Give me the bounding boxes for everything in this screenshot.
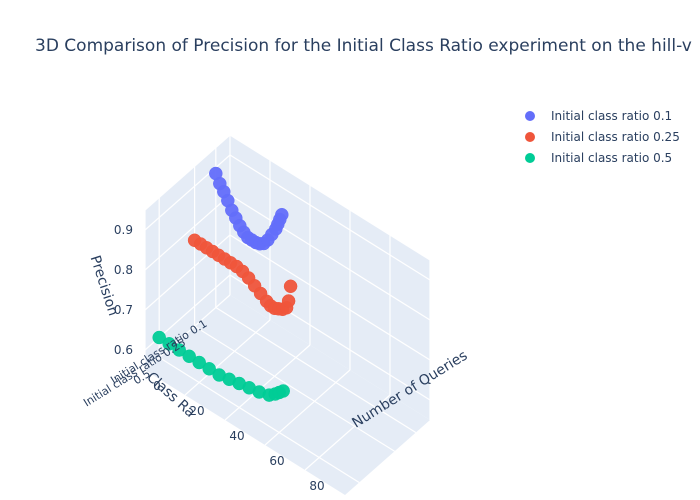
data-point xyxy=(182,349,196,364)
data-point xyxy=(283,279,298,294)
x-tick-label: 40 xyxy=(229,429,244,443)
legend-marker xyxy=(525,111,535,121)
gridline-z-right xyxy=(229,234,431,361)
gridline-y-floor xyxy=(194,325,395,452)
x-tick-label: 60 xyxy=(269,454,284,468)
gridline-z-right xyxy=(229,154,431,281)
legend-label: Initial class ratio 0.1 xyxy=(551,109,672,123)
box-edge xyxy=(144,134,231,211)
right-wall xyxy=(230,135,430,420)
legend-marker xyxy=(525,153,535,163)
data-points xyxy=(152,166,298,402)
data-point xyxy=(202,362,216,376)
data-point xyxy=(192,355,206,370)
box-edge xyxy=(229,134,431,261)
gridline-y-floor xyxy=(215,306,417,434)
legend-item[interactable]: Initial class ratio 0.25 xyxy=(525,130,680,144)
z-tick-label: 0.7 xyxy=(114,303,133,317)
z-tick-label: 0.8 xyxy=(114,263,133,277)
legend[interactable]: Initial class ratio 0.1 Initial class rat… xyxy=(525,109,680,165)
legend-item[interactable]: Initial class ratio 0.1 xyxy=(525,109,672,123)
gridline-z-right xyxy=(229,194,431,321)
x-tick-label: 0 xyxy=(153,379,161,393)
data-point xyxy=(281,294,296,308)
legend-label: Initial class ratio 0.25 xyxy=(551,130,680,144)
gridline-z-left xyxy=(144,194,231,271)
data-point xyxy=(172,343,186,357)
x-tick-label: 20 xyxy=(189,404,204,418)
left-wall xyxy=(145,135,230,370)
data-point xyxy=(162,337,176,351)
gridline-y-floor xyxy=(158,356,360,484)
x-tick-label: 80 xyxy=(309,479,324,493)
data-point xyxy=(276,384,290,398)
legend-item[interactable]: Initial class ratio 0.5 xyxy=(525,151,672,165)
scene-walls xyxy=(145,135,430,495)
chart-title: 3D Comparison of Precision for the Initi… xyxy=(35,36,692,56)
legend-label: Initial class ratio 0.5 xyxy=(551,151,672,165)
data-point xyxy=(275,207,289,222)
legend-marker xyxy=(525,132,535,142)
z-tick-label: 0.6 xyxy=(114,343,133,357)
z-tick-label: 0.9 xyxy=(114,223,133,237)
data-point xyxy=(152,330,166,345)
